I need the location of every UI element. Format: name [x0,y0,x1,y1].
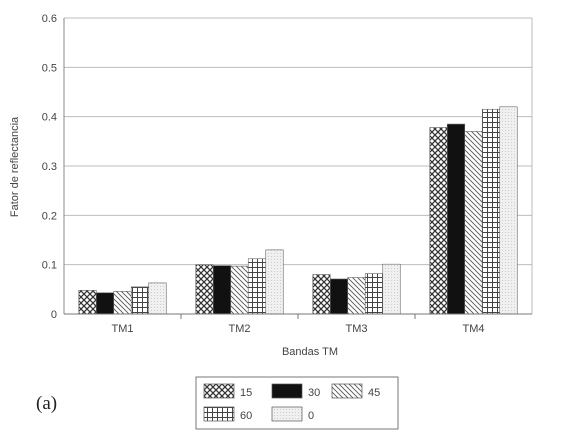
bar-tm3-series-45 [347,277,366,315]
bar-tm1-series-45 [113,291,132,315]
bar-tm2-series-45 [230,265,249,315]
legend-swatch-30 [271,383,303,399]
x-tick-label: TM4 [463,323,485,335]
y-tick-label: 0.4 [42,112,57,124]
y-tick-label: 0.1 [42,260,57,272]
y-axis-label: Fator de reflectancia [9,116,21,217]
panel-label: (a) [36,393,58,414]
legend-swatch-45 [331,383,363,399]
y-tick-label: 0.2 [42,210,57,222]
bar-tm4-series-0 [499,106,518,315]
bar-tm3-series-30 [329,278,349,315]
x-axis-label: Bandas TM [282,346,338,358]
bar-tm2-series-60 [247,258,267,315]
bar-tm3-series-15 [312,274,331,315]
bar-tm1-series-30 [95,292,115,315]
legend-swatch-0 [271,406,303,422]
bar-tm2-series-30 [212,265,232,315]
bar-tm3-series-0 [382,263,401,315]
x-tick-label: TM3 [346,323,368,335]
bar-tm1-series-15 [78,290,97,315]
bar-tm1-series-0 [148,282,167,315]
y-tick-label: 0.3 [42,161,57,173]
x-tick-label: TM1 [112,323,134,335]
bar-tm1-series-60 [130,286,150,315]
legend-label: 45 [368,387,380,399]
bar-tm4-series-15 [429,127,448,315]
legend-swatch-60 [203,406,235,422]
legend-label: 15 [240,387,252,399]
y-tick-label: 0 [51,309,57,321]
bar-tm4-series-45 [464,131,483,315]
legend-label: 60 [240,410,252,422]
bar-tm3-series-60 [364,273,384,315]
legend-swatch-15 [203,383,235,399]
y-tick-label: 0.5 [42,62,57,74]
bar-tm2-series-0 [265,249,284,315]
y-tick-label: 0.6 [42,13,57,25]
legend-label: 30 [308,387,320,399]
x-tick-label: TM2 [229,323,251,335]
bar-tm4-series-30 [446,123,466,315]
legend-label: 0 [308,410,314,422]
bar-tm2-series-15 [195,264,214,315]
bar-tm4-series-60 [481,108,501,315]
